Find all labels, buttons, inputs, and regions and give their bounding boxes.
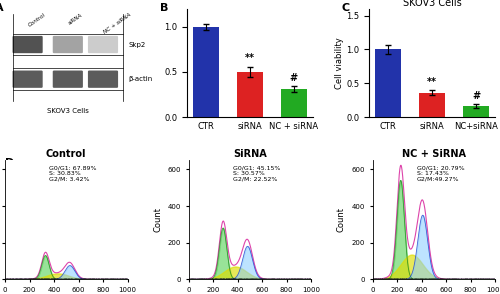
Y-axis label: Count: Count bbox=[337, 207, 346, 232]
Y-axis label: Count: Count bbox=[153, 207, 162, 232]
Title: SKOV3 Cells: SKOV3 Cells bbox=[403, 0, 462, 8]
FancyBboxPatch shape bbox=[12, 71, 42, 88]
Title: Control: Control bbox=[46, 149, 86, 159]
Text: G0/G1: 20.79%
S: 17.43%
G2/M:49.27%: G0/G1: 20.79% S: 17.43% G2/M:49.27% bbox=[416, 165, 464, 182]
Bar bbox=[281, 89, 307, 117]
Text: G0/G1: 45.15%
S: 30.57%
G2/M: 22.52%: G0/G1: 45.15% S: 30.57% G2/M: 22.52% bbox=[233, 165, 280, 182]
Text: A: A bbox=[0, 4, 4, 14]
Text: #: # bbox=[472, 91, 480, 101]
FancyBboxPatch shape bbox=[52, 71, 83, 88]
Bar bbox=[463, 106, 489, 117]
FancyBboxPatch shape bbox=[88, 36, 118, 53]
Title: NC + SiRNA: NC + SiRNA bbox=[402, 149, 466, 159]
Text: **: ** bbox=[245, 53, 255, 63]
Text: **: ** bbox=[427, 77, 437, 87]
Text: SKOV3 Cells: SKOV3 Cells bbox=[47, 108, 89, 114]
Bar bbox=[375, 49, 402, 117]
Text: β-actin: β-actin bbox=[128, 76, 152, 82]
Text: D: D bbox=[5, 158, 14, 168]
Title: SiRNA: SiRNA bbox=[233, 149, 267, 159]
Bar bbox=[237, 72, 263, 117]
FancyBboxPatch shape bbox=[12, 36, 42, 53]
Bar bbox=[419, 93, 446, 117]
Text: C: C bbox=[342, 4, 350, 14]
Text: NC + siRNA: NC + siRNA bbox=[103, 12, 132, 35]
FancyBboxPatch shape bbox=[52, 36, 83, 53]
FancyBboxPatch shape bbox=[88, 71, 118, 88]
Text: #: # bbox=[290, 73, 298, 83]
Y-axis label: Cell viability: Cell viability bbox=[334, 37, 344, 89]
Text: Control: Control bbox=[28, 12, 47, 28]
Bar bbox=[193, 27, 219, 117]
Text: siRNA: siRNA bbox=[68, 12, 84, 25]
Text: Skp2: Skp2 bbox=[128, 41, 146, 48]
Text: B: B bbox=[160, 4, 168, 14]
Text: G0/G1: 67.89%
S: 30.83%
G2/M: 3.42%: G0/G1: 67.89% S: 30.83% G2/M: 3.42% bbox=[49, 165, 96, 182]
